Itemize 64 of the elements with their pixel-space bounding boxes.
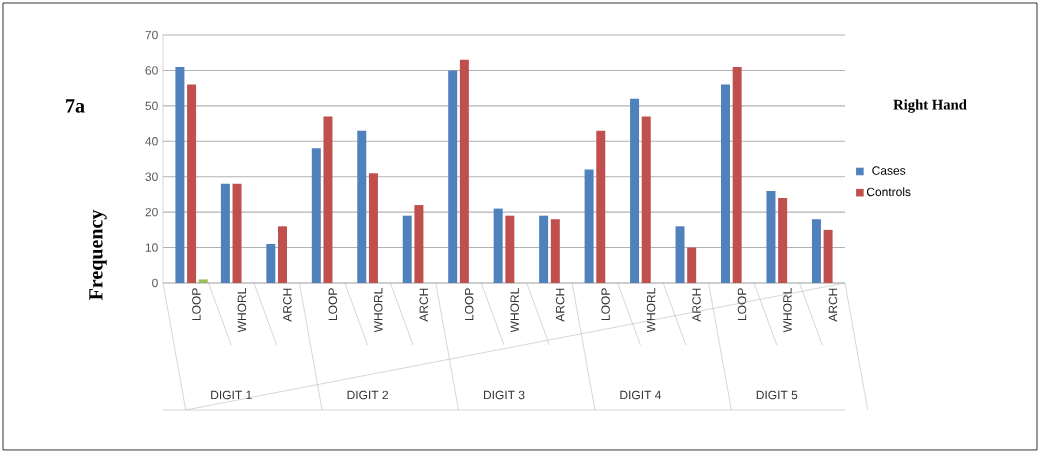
x-tick-label: LOOP — [737, 288, 747, 321]
x-tick-label: LOOP — [192, 288, 201, 321]
y-tick-label: 0 — [152, 278, 158, 288]
y-tick-label: 70 — [145, 30, 158, 40]
bar — [823, 229, 833, 283]
x-tick-label: ARCH — [419, 288, 428, 322]
y-tick-label: 60 — [145, 66, 158, 75]
bar — [448, 70, 458, 283]
bar — [675, 226, 685, 283]
text: Right Hand — [893, 99, 967, 113]
bar — [414, 205, 424, 283]
y-tick-label: 30 — [145, 172, 158, 181]
x-tick-label: LOOP — [601, 288, 610, 321]
bar — [220, 183, 230, 283]
bar — [198, 279, 208, 283]
legend-label: Controls — [866, 187, 911, 197]
x-tick-label: WHORL — [237, 288, 247, 333]
bar — [505, 215, 515, 283]
text: DIGIT 5 — [756, 390, 798, 400]
bar — [175, 66, 185, 283]
y-tick-label: 40 — [145, 137, 158, 146]
text: 7a — [66, 99, 85, 113]
x-tick-label: WHORL — [510, 288, 519, 333]
bar — [311, 148, 321, 283]
y-axis-title: Frequency — [89, 209, 107, 301]
bar — [357, 130, 367, 283]
x-tick-label: ARCH — [828, 288, 838, 322]
text: DIGIT 2 — [347, 390, 388, 400]
bar — [278, 226, 288, 283]
x-tick-label: WHORL — [374, 288, 383, 333]
bar — [596, 130, 606, 283]
bar — [687, 247, 697, 283]
x-tick-label: LOOP — [464, 288, 474, 321]
y-tick-label: 50 — [145, 101, 158, 111]
bar — [732, 66, 742, 283]
bar — [766, 190, 776, 283]
x-tick-label: WHORL — [646, 288, 656, 333]
x-tick-label: WHORL — [783, 288, 792, 333]
bar — [402, 215, 412, 283]
bar — [778, 197, 788, 283]
bar — [811, 219, 821, 283]
bar — [232, 183, 242, 283]
text: DIGIT 4 — [620, 390, 662, 400]
bar — [550, 219, 560, 283]
bar — [323, 116, 333, 283]
x-tick-label: ARCH — [692, 288, 701, 322]
bar — [630, 98, 640, 283]
bar — [459, 59, 469, 283]
y-tick-label: 10 — [145, 243, 158, 252]
text: DIGIT 3 — [483, 390, 525, 400]
text: DIGIT 1 — [211, 390, 252, 400]
legend-label: Cases — [872, 166, 906, 175]
bar — [368, 173, 378, 283]
bar — [539, 215, 549, 283]
x-tick-label: ARCH — [555, 288, 565, 322]
bar — [493, 208, 503, 283]
bar — [187, 84, 197, 283]
bar — [266, 244, 276, 283]
x-tick-label: ARCH — [283, 288, 292, 322]
bar — [584, 169, 594, 283]
y-tick-label: 20 — [145, 207, 158, 217]
bar — [641, 116, 651, 283]
bar — [721, 84, 730, 283]
x-tick-label: LOOP — [328, 288, 338, 321]
